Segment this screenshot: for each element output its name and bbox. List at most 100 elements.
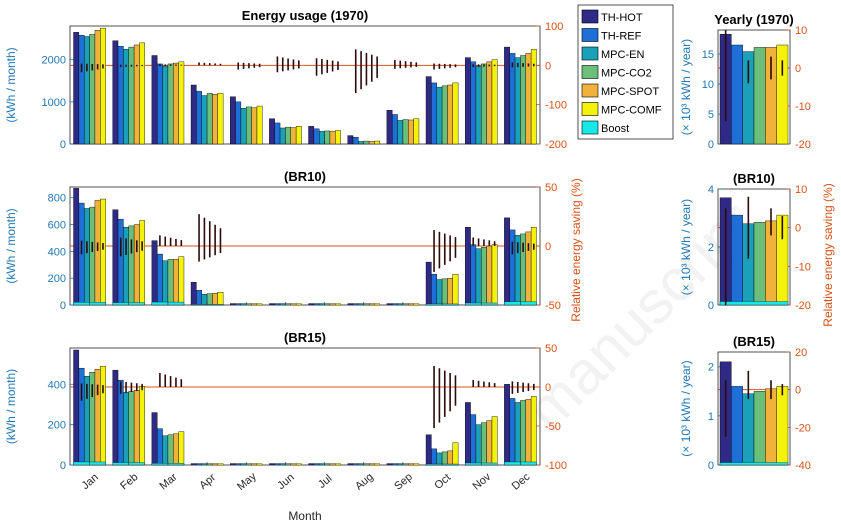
bar	[240, 463, 247, 466]
bar	[324, 130, 331, 145]
bar	[295, 303, 302, 306]
bar	[123, 392, 129, 466]
bar	[413, 118, 420, 145]
legend-swatch	[581, 83, 599, 98]
left-tick-label: 0	[708, 300, 714, 312]
x-tick-label: Aug	[353, 471, 376, 493]
bar	[358, 141, 364, 145]
left-tick-label: 0	[708, 460, 714, 472]
yearly-bar	[776, 386, 789, 466]
bar	[386, 110, 393, 145]
bar	[89, 206, 96, 306]
bar	[295, 463, 302, 466]
bar	[464, 57, 471, 145]
bar	[100, 198, 106, 306]
bar	[201, 95, 208, 145]
right-tick-label: -40	[795, 460, 811, 472]
bar	[452, 82, 459, 145]
legend-swatch	[581, 102, 599, 116]
bar	[313, 463, 320, 466]
monthly-panel-1: 0 200 400 600 800 50 0 -50 (BR10) (kWh / month) Re…	[4, 169, 583, 322]
bar	[481, 63, 487, 145]
bar	[352, 303, 359, 306]
bar	[397, 463, 404, 466]
bar	[190, 463, 197, 466]
yearly-bar	[731, 214, 743, 306]
left-tick-label: 400	[48, 246, 66, 258]
bar	[436, 452, 443, 466]
bar	[78, 35, 85, 145]
bar	[235, 303, 242, 306]
bar	[363, 140, 370, 145]
bar	[256, 303, 263, 306]
bar	[206, 463, 213, 466]
bar	[520, 55, 526, 145]
bar	[447, 277, 453, 306]
bar	[274, 463, 281, 466]
bar	[196, 290, 202, 306]
right-tick-label: 10	[795, 25, 807, 37]
bar	[167, 63, 174, 145]
bar	[374, 303, 380, 306]
panel-title: Energy usage (1970)	[242, 8, 368, 23]
y2-axis-label: Relative energy saving (%)	[569, 178, 583, 321]
yearly-bar	[776, 44, 789, 145]
bar	[173, 433, 179, 466]
plot-frame	[69, 347, 541, 466]
right-tick-label: 10	[795, 184, 807, 196]
bar	[413, 303, 420, 306]
bar	[491, 416, 498, 466]
left-tick-label: 4	[708, 184, 714, 196]
legend-swatch	[581, 65, 599, 79]
bar	[504, 46, 510, 145]
legend-swatch	[581, 120, 599, 135]
bar	[290, 463, 297, 466]
bar	[139, 42, 146, 145]
bar	[397, 120, 404, 145]
right-tick-label: 0	[545, 241, 551, 253]
bar	[235, 463, 242, 466]
bar	[100, 27, 106, 145]
bar	[352, 137, 359, 145]
bar	[190, 282, 197, 306]
bar	[335, 130, 341, 145]
bar	[217, 292, 224, 306]
bar	[313, 303, 320, 306]
left-tick-label: 600	[48, 220, 66, 232]
bar	[157, 253, 163, 306]
bar	[441, 85, 448, 145]
bar	[240, 303, 247, 306]
x-tick-label: May	[235, 470, 259, 493]
bar	[324, 303, 331, 306]
bar	[481, 247, 487, 306]
bar	[504, 384, 510, 466]
bar	[251, 107, 258, 145]
bar	[230, 303, 236, 306]
bar	[162, 260, 169, 306]
right-tick-label: 0	[545, 382, 551, 394]
bar	[525, 53, 532, 145]
bar	[279, 463, 286, 466]
left-tick-label: 1000	[42, 97, 66, 109]
bar	[151, 412, 158, 466]
right-tick-label: -200	[545, 139, 567, 151]
yearly-bar	[731, 44, 743, 145]
bar	[329, 463, 336, 466]
bar	[112, 209, 119, 306]
bar	[212, 293, 218, 306]
bar	[173, 259, 179, 306]
bar	[112, 369, 119, 466]
bar	[128, 391, 135, 466]
bar	[151, 240, 158, 306]
bar	[402, 119, 409, 145]
bar	[491, 244, 498, 306]
bar	[486, 61, 493, 145]
bar	[319, 463, 325, 466]
bar	[475, 248, 482, 306]
bar	[475, 424, 482, 466]
yearly-boost-bar	[719, 301, 789, 306]
bar	[408, 303, 414, 306]
bar	[123, 48, 129, 145]
bar	[212, 94, 218, 145]
